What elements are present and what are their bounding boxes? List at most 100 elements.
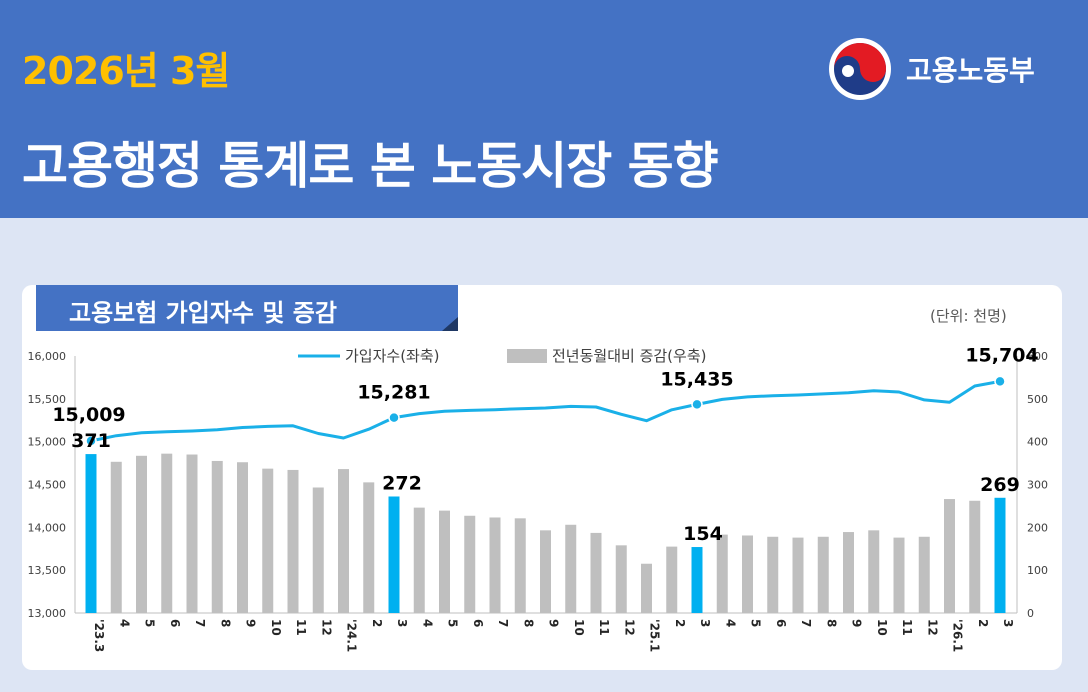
line-marker — [691, 398, 703, 411]
bar-increase — [868, 530, 880, 613]
bar-increase — [843, 532, 854, 613]
bar-increase — [262, 468, 274, 613]
x-tick-label: 12 — [622, 619, 636, 636]
legend-bar-swatch — [507, 349, 547, 363]
x-tick-label: 3 — [698, 619, 712, 627]
y-right-tick-label: 400 — [1027, 436, 1048, 449]
x-tick-label: 6 — [774, 619, 788, 627]
bar-data-label: 371 — [71, 430, 111, 452]
bar-increase — [969, 500, 981, 613]
y-right-tick-label: 0 — [1027, 607, 1034, 620]
bar-increase — [287, 469, 299, 613]
bar-increase — [338, 469, 349, 613]
x-tick-label: 10 — [269, 619, 283, 636]
bar-increase — [85, 454, 97, 613]
line-marker — [994, 375, 1006, 388]
header-banner: 2026년 3월 고용행정 통계로 본 노동시장 동향 고용노동부 — [0, 0, 1088, 218]
x-tick-label: '24.1 — [345, 619, 359, 652]
x-tick-label: 4 — [723, 619, 737, 627]
bar-increase — [615, 545, 627, 613]
line-data-label: 15,281 — [357, 382, 430, 404]
bar-increase — [489, 517, 501, 613]
bar-increase — [312, 487, 324, 613]
y-left-tick-label: 13,000 — [28, 607, 67, 620]
bar-increase — [792, 537, 804, 613]
line-data-label: 15,009 — [52, 404, 125, 426]
bar-increase — [666, 546, 678, 613]
line-subscribers — [90, 379, 1001, 443]
unit-label: (단위: 천명) — [930, 307, 1007, 325]
line-data-label: 15,435 — [660, 368, 733, 390]
y-right-tick-label: 100 — [1027, 564, 1048, 577]
title-fold-corner — [442, 317, 458, 331]
bar-increase — [918, 536, 930, 613]
bar-increase — [742, 535, 753, 613]
line-marker — [388, 411, 400, 424]
x-tick-label: '26.1 — [951, 619, 965, 652]
x-tick-label: '23.3 — [92, 619, 106, 652]
bar-increase — [767, 536, 779, 613]
x-tick-label: 11 — [597, 619, 611, 636]
ministry-logo: 고용노동부 — [828, 37, 1035, 101]
x-tick-label: 10 — [572, 619, 586, 636]
x-tick-label: 2 — [976, 619, 990, 627]
chart-title: 고용보험 가입자수 및 증감 — [69, 299, 337, 327]
bar-increase — [363, 482, 375, 613]
ministry-name: 고용노동부 — [906, 54, 1035, 87]
bar-increase — [413, 507, 425, 613]
y-right-tick-label: 500 — [1027, 393, 1048, 406]
bar-data-label: 269 — [980, 474, 1020, 496]
bar-increase — [237, 462, 248, 613]
bar-increase — [817, 536, 829, 613]
legend-label-subscribers: 가입자수(좌축) — [345, 347, 440, 365]
x-tick-label: 12 — [925, 619, 939, 636]
bar-increase — [161, 453, 173, 613]
bar-data-label: 154 — [683, 523, 723, 545]
bar-increase — [691, 547, 703, 613]
bar-increase — [994, 497, 1006, 613]
x-tick-label: 10 — [875, 619, 889, 636]
bar-increase — [514, 518, 526, 613]
x-tick-label: 9 — [547, 619, 561, 627]
taegeuk-emblem-icon — [829, 38, 891, 100]
bar-increase — [186, 454, 198, 613]
y-right-tick-label: 200 — [1027, 521, 1048, 534]
y-left-tick-label: 14,000 — [28, 521, 67, 534]
x-tick-label: 2 — [673, 619, 687, 627]
line-data-label: 15,704 — [965, 344, 1038, 366]
x-tick-label: 9 — [850, 619, 864, 627]
x-tick-label: 8 — [521, 619, 535, 627]
x-tick-label: 12 — [319, 619, 333, 636]
bar-increase — [590, 532, 602, 613]
x-tick-label: 7 — [193, 619, 207, 627]
x-tick-label: 8 — [824, 619, 838, 627]
x-tick-label: 7 — [799, 619, 813, 627]
x-tick-label: 4 — [117, 619, 131, 627]
bar-increase — [716, 534, 728, 613]
bar-increase — [136, 455, 147, 613]
bar-increase — [388, 496, 400, 613]
x-tick-label: 6 — [471, 619, 485, 627]
x-tick-label: 5 — [749, 619, 763, 627]
x-tick-label: '25.1 — [648, 619, 662, 652]
x-tick-label: 4 — [420, 619, 434, 627]
y-right-tick-label: 600 — [1027, 350, 1048, 363]
y-left-tick-label: 14,500 — [28, 479, 67, 492]
y-left-tick-label: 13,500 — [28, 564, 67, 577]
y-left-tick-label: 16,000 — [28, 350, 67, 363]
bar-increase — [110, 461, 122, 613]
x-tick-label: 7 — [496, 619, 510, 627]
bar-increase — [944, 499, 955, 613]
chart-title-bar: 고용보험 가입자수 및 증감 — [36, 285, 458, 331]
x-tick-label: 3 — [1001, 619, 1015, 627]
bar-increase — [540, 530, 551, 613]
bar-data-label: 272 — [382, 472, 422, 494]
x-tick-label: 11 — [900, 619, 914, 636]
page-title: 고용행정 통계로 본 노동시장 동향 — [22, 137, 719, 195]
legend-label-increase: 전년동월대비 증감(우축) — [552, 347, 706, 365]
x-tick-label: 5 — [143, 619, 157, 627]
y-left-tick-label: 15,500 — [28, 393, 67, 406]
x-tick-label: 8 — [218, 619, 232, 627]
bar-increase — [439, 510, 450, 613]
